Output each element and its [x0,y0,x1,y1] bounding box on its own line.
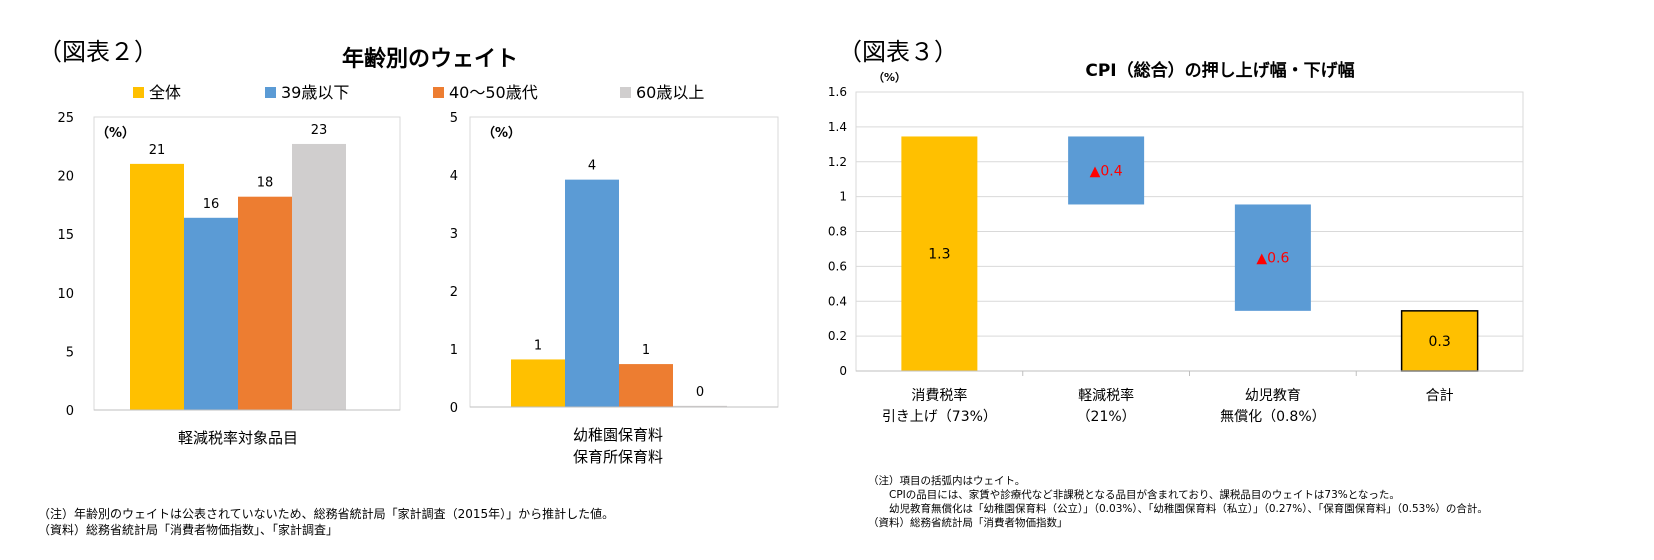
category-label: 消費税率 [911,387,967,404]
data-label: 4 [588,159,596,174]
figure2-source-line: （資料）総務省統計局「消費者物価指数」、「家計調査」 [38,523,339,537]
chart-cpi-waterfall: CPI（総合）の押し上げ幅・下げ幅 （%） 0 0.2 0.4 0.6 0.8 1 1.2 1.4… [828,60,1524,425]
data-label: 21 [149,143,166,158]
category-label: 合計 [1426,388,1454,404]
unit-label: （%） [482,125,521,141]
category-label: （21%） [1077,409,1136,425]
y-tick-label: 3 [450,227,458,242]
figure2-notes: （注）年齢別のウェイトは公表されていないため、総務省統計局「家計調査（2015年… [38,506,614,538]
x-axis-label: 幼稚園保育料 [573,426,663,444]
y-tick-label: 0.6 [828,259,847,273]
data-label: 1 [534,338,542,353]
data-label: 1.3 [928,247,950,263]
figure2-legend: 全体 39歳以下 40～50歳代 60歳以上 [133,83,704,102]
data-label: 16 [203,197,220,212]
y-tick-label: 1.4 [828,120,847,134]
category-label: 幼児教育 [1245,388,1301,404]
y-tick-label: 2 [450,285,458,300]
category-label: 無償化（0.8%） [1220,409,1326,425]
category-label: 軽減税率 [1078,387,1134,404]
bar [292,143,346,410]
y-tick-label: 1 [839,190,847,204]
y-tick-label: 5 [66,345,74,360]
y-tick-label: 1.2 [828,155,847,169]
legend-label-over60: 60歳以上 [636,83,704,102]
figure2-title: 年齢別のウェイト [342,46,518,72]
figure3-note-line-3: 幼児教育無償化は「幼稚園保育料（公立）」（0.03%）、「幼稚園保育料（私立）」… [868,503,1488,515]
legend-swatch-all [133,87,144,98]
figure3-note-line-2: CPIの品目には、家賃や診療代など非課税となる品目が含まれており、課税品目のウェ… [868,489,1400,501]
data-label: 18 [257,176,274,191]
x-axis-label: 軽減税率対象品目 [178,429,298,447]
legend-swatch-under39 [265,87,276,98]
bar [1234,204,1311,311]
figure3-note-line-1: （注）項目の括弧内はウェイト。 [868,475,1026,487]
figure3-svg: CPI（総合）の押し上げ幅・下げ幅 （%） 0 0.2 0.4 0.6 0.8 1 1.2 1.4… [828,60,1524,425]
bar [184,217,238,410]
y-tick-label: 0 [450,401,458,416]
figure2-svg: 年齢別のウェイト 全体 39歳以下 40～50歳代 60歳以上 05101520… [57,46,779,466]
y-tick-label: 0.2 [828,329,847,343]
data-label: ▲0.6 [1256,251,1289,267]
figure2-note-line: （注）年齢別のウェイトは公表されていないため、総務省統計局「家計調査（2015年… [38,507,615,521]
y-tick-label: 20 [57,170,74,185]
y-tick-label: 0.4 [828,294,847,308]
legend-swatch-over60 [620,87,631,98]
y-tick-label: 0 [839,364,847,378]
bar [238,196,292,410]
legend-label-under39: 39歳以下 [281,83,349,102]
unit-label: （%） [96,125,135,141]
data-label: ▲0.4 [1090,163,1123,179]
x-axis-label: 保育所保育料 [573,448,663,466]
y-tick-label: 1 [450,343,458,358]
figure2-label: （図表２） [38,38,158,66]
figure3-label: （図表３） [838,38,958,66]
bar [130,163,184,410]
unit-label: （%） [873,71,906,84]
y-tick-label: 4 [450,169,458,184]
y-tick-label: 15 [57,228,74,243]
y-tick-label: 10 [57,287,74,302]
category-label: 引き上げ（73%） [882,409,997,425]
chart-title: CPI（総合）の押し上げ幅・下げ幅 [1085,60,1354,81]
legend-label-40-50s: 40～50歳代 [449,83,538,102]
bar [511,359,565,407]
bar [901,136,978,371]
data-label: 1 [642,343,650,358]
data-label: 0 [696,385,704,400]
y-tick-label: 25 [57,111,74,126]
legend-label-all: 全体 [149,83,181,102]
chart-reduced-tax-items: 0 5 10 15 20 25 （%） 21 16 18 23 軽減税率対象品目 [57,111,401,447]
bar [619,364,673,407]
data-label: 23 [311,123,328,138]
data-label: 0.3 [1428,334,1450,350]
bar [565,179,619,407]
bar [1068,136,1145,205]
figure3-notes: （注）項目の括弧内はウェイト。 CPIの品目には、家賃や診療代など非課税となる品… [868,474,1488,530]
figure3-source-line: （資料）総務省統計局「消費者物価指数」 [868,517,1068,529]
y-tick-label: 1.6 [828,85,847,99]
y-tick-label: 0 [66,404,74,419]
y-tick-label: 5 [450,111,458,126]
bar [673,405,727,407]
y-tick-label: 0.8 [828,225,847,239]
legend-swatch-40-50s [433,87,444,98]
